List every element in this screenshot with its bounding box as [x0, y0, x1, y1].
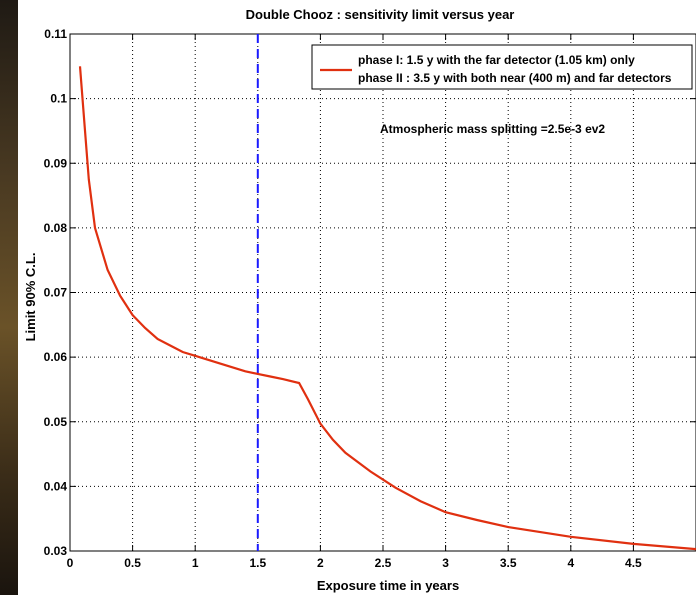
x-tick-label: 0.5: [124, 556, 141, 570]
y-tick-label: 0.04: [44, 479, 68, 493]
x-tick-label: 3.5: [500, 556, 517, 570]
chart-panel: Double Chooz : sensitivity limit versus …: [18, 0, 696, 595]
y-tick-label: 0.08: [44, 221, 68, 235]
x-tick-label: 0: [67, 556, 74, 570]
x-tick-label: 1: [192, 556, 199, 570]
x-axis-label: Exposure time in years: [317, 578, 459, 593]
legend-entry-phase-1: phase I: 1.5 y with the far detector (1.…: [358, 53, 635, 67]
sensitivity-chart: Double Chooz : sensitivity limit versus …: [23, 7, 696, 593]
annotation-mass-splitting: Atmospheric mass splitting =2.5e-3 ev2: [380, 122, 605, 136]
grid-lines: [70, 34, 696, 551]
y-tick-labels: 0.03 0.04 0.05 0.06 0.07 0.08 0.09 0.1 0.11: [44, 27, 68, 558]
y-tick-label: 0.07: [44, 286, 68, 300]
x-tick-label: 4.5: [625, 556, 642, 570]
chart-title: Double Chooz : sensitivity limit versus …: [246, 7, 515, 22]
y-tick-label: 0.06: [44, 350, 68, 364]
x-tick-label: 4: [567, 556, 574, 570]
x-tick-label: 1.5: [249, 556, 266, 570]
y-tick-label: 0.03: [44, 544, 68, 558]
legend-entry-phase-2: phase II : 3.5 y with both near (400 m) …: [358, 71, 672, 85]
x-tick-label: 2: [317, 556, 324, 570]
y-axis-label: Limit 90% C.L.: [23, 253, 38, 342]
sensitivity-curve: [78, 66, 696, 551]
plot-frame: [69, 33, 696, 552]
legend: phase I: 1.5 y with the far detector (1.…: [311, 44, 693, 90]
y-tick-label: 0.11: [44, 27, 67, 41]
x-tick-labels: 0 0.5 1 1.5 2 2.5 3 3.5 4 4.5: [67, 556, 642, 570]
x-tick-label: 3: [442, 556, 449, 570]
legend-box: [311, 44, 693, 90]
y-tick-label: 0.05: [44, 415, 68, 429]
y-tick-label: 0.09: [44, 156, 68, 170]
x-tick-label: 2.5: [375, 556, 392, 570]
y-tick-label: 0.1: [50, 92, 67, 106]
